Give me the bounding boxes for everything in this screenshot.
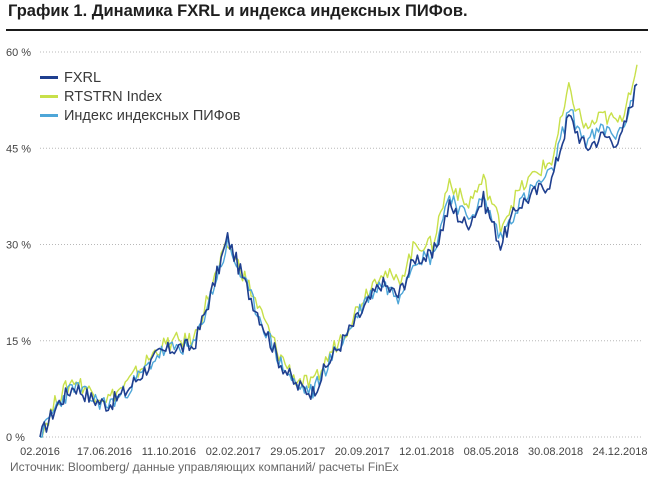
x-tick-label: 11.10.2016 [142,446,196,458]
legend-item-index-pif: Индекс индексных ПИФов [40,106,240,125]
legend-swatch-index-pif [40,114,58,117]
x-tick-label: 24.12.2018 [592,446,647,458]
series-line-fxrl [39,83,638,438]
y-tick-label: 30 % [6,240,31,252]
gridlines [40,51,642,438]
x-tick-label: 17.06.2016 [77,446,132,458]
chart-title: График 1. Динамика FXRL и индекса индекс… [8,2,468,20]
x-tick-label: 12.01.2018 [399,446,454,458]
x-axis-ticks: 02.2016 17.06.2016 11.10.2016 02.02.2017 29.… [20,446,647,458]
x-tick-label: 02.02.2017 [206,446,261,458]
y-tick-label: 0 % [6,432,25,444]
legend-swatch-rtstrn [40,95,58,98]
legend: FXRL RTSTRN Index Индекс индексных ПИФов [40,68,240,125]
x-tick-label: 08.05.2018 [464,446,519,458]
legend-swatch-fxrl [40,76,58,79]
series-line-index-pif [40,83,638,438]
y-tick-label: 45 % [6,143,31,155]
legend-label-rtstrn: RTSTRN Index [64,88,163,105]
y-tick-label: 60 % [6,47,31,59]
y-axis-ticks: 0 % 15 % 30 % 45 % 60 % [6,47,31,444]
x-tick-label: 20.09.2017 [335,446,390,458]
legend-label-fxrl: FXRL [64,69,102,86]
y-tick-label: 15 % [6,336,31,348]
legend-label-index-pif: Индекс индексных ПИФов [64,107,241,124]
legend-item-rtstrn: RTSTRN Index [40,87,240,106]
x-tick-label: 30.08.2018 [528,446,583,458]
series-lines [39,64,638,438]
source-note: Источник: Bloomberg/ данные управляющих … [10,460,399,474]
x-tick-label: 02.2016 [20,446,60,458]
x-tick-label: 29.05.2017 [270,446,325,458]
title-rule [6,29,648,31]
legend-item-fxrl: FXRL [40,68,240,87]
